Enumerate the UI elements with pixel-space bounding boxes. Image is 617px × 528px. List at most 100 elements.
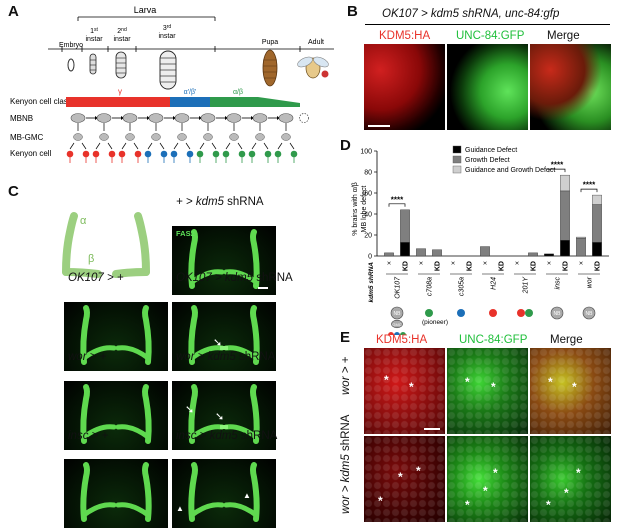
nb-cell-label: NB [394, 311, 402, 317]
mb-alpha-lobe-right [250, 229, 260, 289]
mbnb-cell [226, 113, 242, 123]
c-mb-image-6 [172, 459, 276, 528]
bar-segment [576, 237, 586, 257]
second-instar-icon [115, 51, 127, 79]
bar-segment [480, 246, 490, 257]
b-channel-merge: Merge [547, 30, 580, 42]
bar-segment [416, 248, 426, 257]
embryo-icon [67, 58, 75, 72]
row-label-mbnb: MBNB [10, 114, 33, 123]
bar-segment [384, 252, 394, 257]
gmc-cell [177, 133, 187, 141]
mbnb-cell [174, 113, 190, 123]
mb-beta-lobe-right [223, 502, 259, 518]
mbnb-arrowhead [277, 116, 280, 120]
mbnb-cell [278, 113, 294, 123]
b-channel-kdm5: KDM5:HA [379, 30, 431, 42]
c-image-label-2: OK107 > kdm5 shRNA [176, 272, 293, 284]
kenyon-cell [134, 150, 142, 158]
y-tick-label: 60 [364, 191, 372, 198]
lineage-connector [121, 142, 127, 150]
gmc-cell-label: GMC [392, 322, 401, 327]
x-category-label: × [419, 261, 426, 265]
nb-asterisk: * [384, 373, 389, 387]
kc-cell-icon [489, 309, 497, 317]
c-label-tail: shRNA [237, 430, 278, 442]
c-scale-bar [258, 287, 268, 289]
nb-asterisk: * [564, 486, 569, 500]
mbnb-arrowhead [251, 116, 254, 120]
mbnb-arrowhead [121, 116, 124, 120]
x-category-label: × [387, 261, 394, 265]
mb-beta-lobe-left [189, 424, 225, 440]
stage-3rd-instar: instar [158, 33, 176, 40]
e-image-r1-c0: * * * [364, 436, 445, 522]
fas2-stain-label: FAS2 [176, 229, 195, 238]
x-category-label: × [547, 261, 554, 265]
e-row2-label: wor > kdm5 shRNA [340, 414, 352, 514]
mb-alpha-lobe-right [250, 305, 260, 365]
c-mb-lobe-drawing [188, 462, 260, 522]
legend-swatch [452, 165, 462, 174]
lineage-connector [289, 142, 295, 150]
nb-asterisk: * [483, 484, 488, 498]
c-mb-image-3 [64, 381, 168, 450]
driver-label: c708a [427, 277, 434, 296]
c-mb-lobe-drawing [80, 305, 152, 365]
mbnb-arrowhead [173, 116, 176, 120]
mb-beta-lobe-right [115, 345, 151, 361]
mb-beta-lobe-left [189, 502, 225, 518]
mb-beta-lobe-right [223, 269, 259, 285]
larva-label: Larva [134, 5, 157, 15]
kenyon-cell [264, 150, 272, 158]
nb-asterisk: * [398, 470, 403, 484]
gmc-cell [73, 133, 83, 141]
panel-b-title: OK107 > kdm5 shRNA, unc-84:gfp [382, 8, 560, 20]
c-mb-lobe-drawing [80, 462, 152, 522]
bar-segment [592, 242, 602, 257]
lineage-connector [237, 142, 243, 150]
y-tick-label: 80 [364, 170, 372, 177]
bar-segment [592, 194, 602, 205]
kc-cell-icon [388, 332, 394, 335]
kenyon-cell [170, 150, 178, 158]
defect-arrowhead-icon: ▲ [243, 491, 251, 500]
bar-segment [400, 242, 410, 257]
panel-a-lifecycle-diagram: Larva Embryo 1st instar 2nd instar 3rd i… [10, 5, 334, 163]
nb-cell-label: NB [554, 311, 562, 317]
kenyon-cell [160, 150, 168, 158]
chart-legend: Guidance Defect Growth Defect Guidance and… [452, 145, 555, 174]
bar-segment [528, 252, 538, 257]
stage-2nd-instar: instar [113, 36, 131, 43]
gmc-cell [229, 133, 239, 141]
legend-label: Guidance Defect [465, 147, 517, 154]
mb-beta-lobe-left [81, 345, 117, 361]
mb-alpha-lobe-left [188, 229, 198, 289]
lineage-connector [199, 142, 205, 150]
mbnb-cell [122, 113, 138, 123]
cell-texture [530, 436, 611, 522]
b-image-unc84 [447, 44, 528, 130]
mbnb-arrowhead [225, 116, 228, 120]
gmc-cell [255, 133, 265, 141]
driver-label: 201Y [523, 276, 530, 295]
e-channel-unc84: UNC-84:GFP [459, 334, 528, 346]
kenyon-class-title: Kenyon cell class [10, 97, 72, 106]
mb-beta-lobe-right [223, 424, 259, 440]
mb-alpha-lobe-left [80, 305, 90, 365]
significance-bracket [548, 168, 566, 173]
mbnb-arrowhead [199, 116, 202, 120]
adult-fly-icon [297, 56, 329, 79]
mb-beta-lobe-left [189, 269, 225, 285]
x-category-label: × [483, 261, 490, 265]
stage-1st-instar: instar [85, 36, 103, 43]
stage-1st: 1st [90, 27, 98, 35]
mb-alpha-lobe-left [188, 384, 198, 444]
c-image-label-6: insc > kdm5 shRNA [176, 430, 277, 442]
c-label-gene: kdm5 [195, 196, 224, 208]
defect-arrow-icon: ➘ [215, 411, 225, 423]
lineage-connector [107, 142, 113, 150]
mb-alpha-lobe-left [80, 462, 90, 522]
e-scale-bar [424, 428, 440, 430]
